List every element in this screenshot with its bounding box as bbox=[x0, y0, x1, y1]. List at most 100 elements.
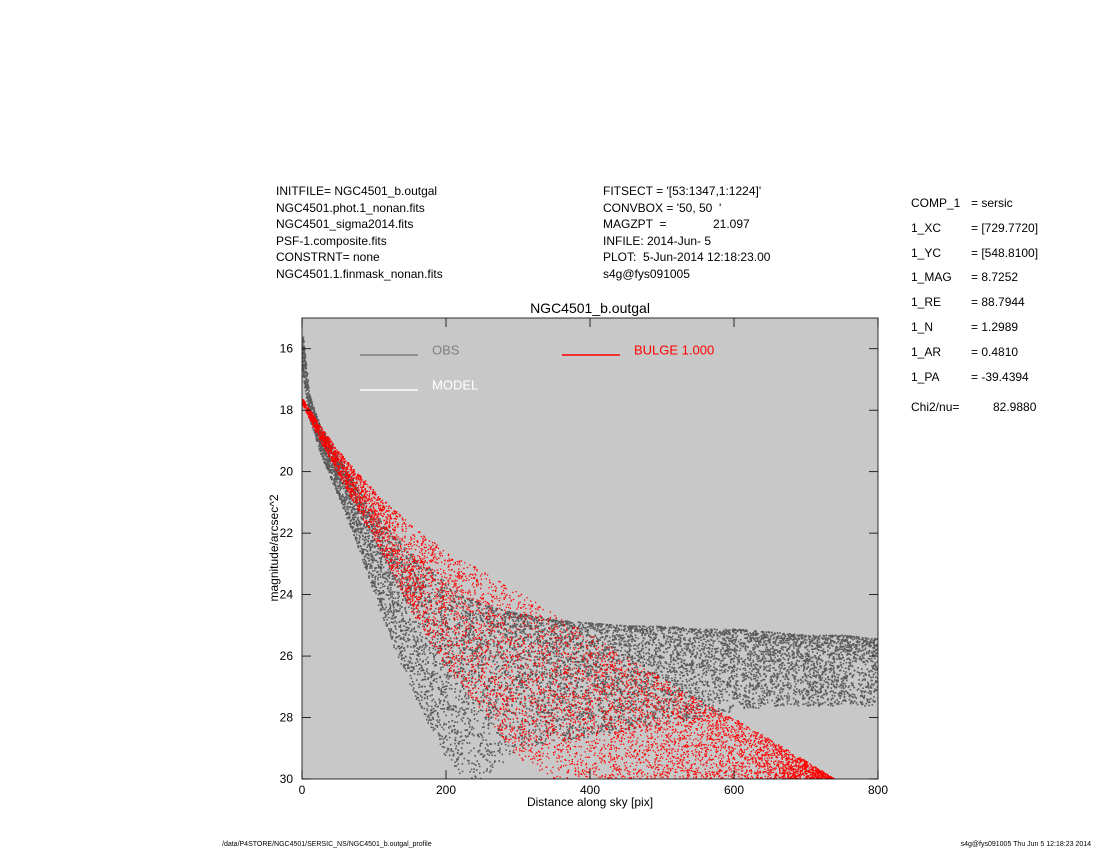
obs-point bbox=[557, 635, 559, 637]
obs-point bbox=[504, 741, 506, 743]
obs-point bbox=[702, 684, 705, 686]
obs-point bbox=[537, 640, 539, 642]
obs-point bbox=[580, 647, 582, 649]
obs-point bbox=[566, 689, 569, 692]
obs-point bbox=[344, 508, 347, 511]
obs-point bbox=[728, 676, 731, 679]
obs-point bbox=[733, 650, 736, 653]
obs-point bbox=[631, 640, 633, 643]
obs-point bbox=[687, 646, 689, 649]
obs-point bbox=[406, 663, 408, 666]
obs-point bbox=[569, 624, 572, 627]
obs-point bbox=[820, 687, 823, 690]
obs-point bbox=[806, 689, 808, 692]
obs-point bbox=[447, 678, 450, 680]
obs-point bbox=[720, 683, 723, 686]
obs-point bbox=[547, 649, 549, 652]
obs-point bbox=[410, 677, 413, 680]
obs-point bbox=[432, 726, 435, 729]
obs-point bbox=[718, 677, 720, 679]
obs-point bbox=[846, 679, 848, 682]
obs-point bbox=[354, 504, 357, 506]
obs-point bbox=[402, 664, 405, 667]
obs-point bbox=[413, 636, 416, 639]
obs-point bbox=[755, 675, 757, 678]
obs-point bbox=[508, 632, 510, 634]
obs-point bbox=[835, 647, 837, 649]
obs-point bbox=[623, 658, 625, 661]
obs-point bbox=[428, 716, 430, 719]
obs-point bbox=[690, 692, 693, 694]
obs-point bbox=[489, 701, 491, 704]
obs-point bbox=[645, 662, 647, 664]
obs-point bbox=[697, 691, 700, 693]
obs-point bbox=[739, 638, 742, 641]
obs-point bbox=[679, 677, 682, 679]
obs-point bbox=[568, 643, 571, 646]
obs-point bbox=[396, 565, 398, 567]
obs-point bbox=[490, 638, 492, 641]
obs-point bbox=[515, 689, 518, 691]
obs-point bbox=[434, 578, 437, 581]
obs-point bbox=[483, 771, 485, 774]
obs-point bbox=[357, 529, 359, 532]
obs-point bbox=[634, 726, 637, 729]
obs-point bbox=[735, 684, 738, 687]
header-mask-file: NGC4501.1.finmask_nonan.fits bbox=[276, 266, 443, 281]
obs-point bbox=[623, 689, 625, 692]
obs-point bbox=[418, 587, 421, 590]
obs-point bbox=[516, 653, 519, 656]
obs-point bbox=[413, 621, 416, 623]
obs-point bbox=[619, 672, 622, 674]
obs-point bbox=[750, 633, 753, 635]
obs-point bbox=[563, 688, 566, 690]
obs-point bbox=[514, 640, 516, 643]
obs-point bbox=[733, 647, 736, 649]
obs-point bbox=[696, 647, 699, 650]
obs-point bbox=[600, 687, 603, 690]
obs-point bbox=[504, 612, 507, 615]
obs-point bbox=[759, 673, 761, 675]
obs-point bbox=[329, 464, 331, 467]
obs-point bbox=[544, 740, 547, 742]
header-fitsect: FITSECT = '[53:1347,1:1224]' bbox=[603, 184, 762, 198]
obs-point bbox=[745, 703, 747, 706]
obs-point bbox=[411, 666, 414, 669]
obs-point bbox=[355, 512, 358, 515]
obs-point bbox=[743, 643, 745, 646]
obs-point bbox=[728, 631, 730, 634]
obs-point bbox=[653, 631, 655, 634]
obs-point bbox=[566, 620, 568, 623]
obs-point bbox=[802, 694, 804, 697]
obs-point bbox=[391, 559, 394, 561]
obs-point bbox=[563, 629, 565, 631]
obs-point bbox=[763, 699, 765, 701]
obs-point bbox=[481, 742, 483, 744]
obs-point bbox=[629, 672, 632, 674]
obs-point bbox=[443, 711, 445, 713]
obs-point bbox=[382, 525, 385, 528]
obs-point bbox=[616, 669, 619, 671]
obs-point bbox=[506, 699, 508, 702]
obs-point bbox=[768, 649, 770, 651]
obs-point bbox=[418, 647, 421, 649]
obs-point bbox=[818, 676, 820, 679]
obs-point bbox=[444, 685, 447, 688]
obs-point bbox=[411, 628, 413, 631]
obs-point bbox=[466, 742, 468, 744]
obs-point bbox=[602, 693, 604, 695]
obs-point bbox=[562, 734, 564, 736]
obs-point bbox=[309, 408, 312, 411]
obs-point bbox=[414, 645, 416, 647]
obs-point bbox=[471, 649, 473, 651]
obs-point bbox=[353, 509, 356, 511]
obs-point bbox=[500, 617, 503, 619]
obs-point bbox=[597, 656, 599, 659]
obs-point bbox=[469, 613, 471, 616]
obs-point bbox=[388, 567, 391, 570]
obs-point bbox=[454, 728, 456, 731]
obs-point bbox=[742, 674, 745, 676]
obs-point bbox=[716, 694, 719, 697]
obs-point bbox=[357, 511, 360, 514]
obs-point bbox=[589, 654, 592, 656]
